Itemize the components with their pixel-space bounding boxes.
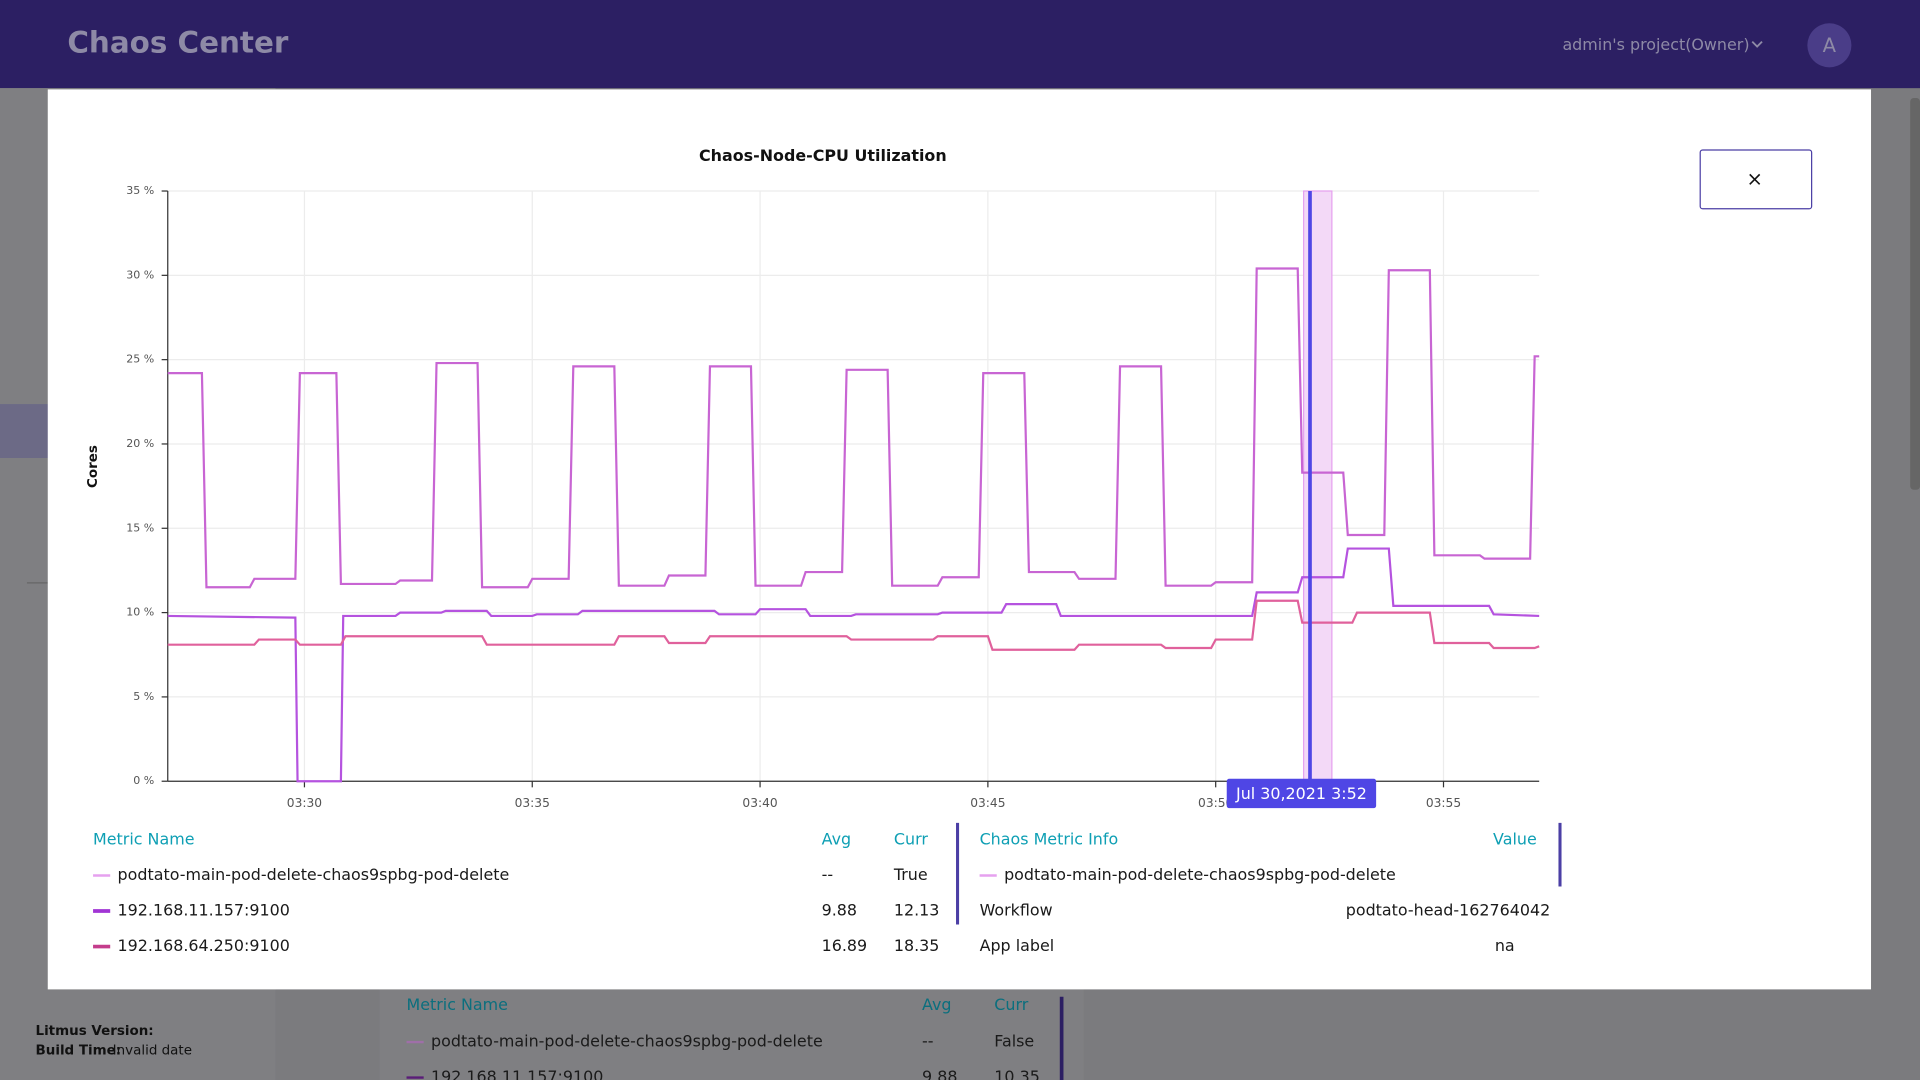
metric-avg: 16.89 — [822, 936, 868, 955]
x-tick-label: 03:50 — [1198, 796, 1233, 810]
metric-name: podtato-main-pod-delete-chaos9spbg-pod-d… — [118, 865, 510, 884]
metric-name: 192.168.64.250:9100 — [118, 936, 290, 955]
table-header: Curr — [894, 830, 928, 849]
bg-table-header: Avg — [922, 995, 951, 1014]
table-header: Chaos Metric Info — [980, 830, 1119, 849]
y-tick-label: 0 % — [133, 774, 154, 787]
build-value: Invalid date — [113, 1044, 192, 1059]
table-header: Avg — [822, 830, 851, 849]
avatar-letter[interactable]: A — [1823, 34, 1837, 57]
series-line — [167, 599, 1540, 651]
app-title: Chaos Center — [67, 26, 289, 60]
x-tick-label: 03:35 — [515, 796, 550, 810]
info-value: na — [1495, 936, 1515, 955]
series-line — [167, 547, 1540, 783]
bg-table-cell: 9.88 — [922, 1067, 957, 1080]
y-tick-label: 10 % — [126, 606, 154, 619]
table-header: Value — [1493, 830, 1537, 849]
series-line — [167, 267, 1540, 589]
close-button[interactable] — [1699, 149, 1813, 210]
y-axis-label: Cores — [86, 445, 101, 488]
tooltip-text: Jul 30,2021 3:52 — [1235, 784, 1367, 803]
metric-avg: -- — [822, 865, 833, 884]
build-label: Build Time: — [36, 1044, 122, 1059]
bg-table-cell: 192.168.11.157:9100 — [431, 1067, 603, 1080]
metric-curr: 18.35 — [894, 936, 940, 955]
chart-title: Chaos-Node-CPU Utilization — [699, 146, 947, 165]
bg-table-cell: False — [994, 1032, 1034, 1051]
metric-curr: True — [893, 865, 928, 884]
y-tick-label: 20 % — [126, 437, 154, 450]
tooltip-box — [1226, 778, 1377, 809]
chaos-band — [1303, 190, 1333, 782]
dropdown-icon[interactable] — [1751, 40, 1763, 48]
x-tick-label: 03:45 — [970, 796, 1005, 810]
project-select[interactable]: admin's project(Owner) — [1562, 35, 1749, 54]
sidebar-active — [0, 404, 49, 458]
metric-curr: 12.13 — [894, 901, 940, 920]
info-key: App label — [980, 936, 1055, 955]
bg-table-header: Metric Name — [407, 995, 508, 1014]
modal — [47, 89, 1872, 990]
bg-table-cell: -- — [922, 1032, 933, 1051]
close-icon[interactable]: × — [1746, 168, 1762, 191]
table-header: Metric Name — [93, 830, 194, 849]
scrollbar — [1910, 97, 1920, 490]
x-tick-label: 03:40 — [742, 796, 777, 810]
y-tick-label: 35 % — [126, 184, 154, 197]
background-card — [379, 979, 1084, 1080]
version-label: Litmus Version: — [36, 1024, 154, 1039]
info-value: podtato-head-162764042 — [1346, 901, 1550, 920]
y-tick-label: 15 % — [126, 521, 154, 534]
y-tick-label: 5 % — [133, 690, 154, 703]
y-tick-label: 30 % — [126, 268, 154, 281]
y-tick-label: 25 % — [126, 353, 154, 366]
header-bar — [0, 0, 1920, 89]
x-tick-label: 03:55 — [1426, 796, 1461, 810]
bg-table-header: Curr — [994, 995, 1028, 1014]
bg-table-cell: 10.35 — [994, 1067, 1040, 1080]
avatar[interactable] — [1807, 23, 1852, 68]
info-key: Workflow — [980, 901, 1053, 920]
x-tick-label: 03:30 — [287, 796, 322, 810]
metric-avg: 9.88 — [822, 901, 857, 920]
metric-name: 192.168.11.157:9100 — [118, 901, 290, 920]
chaos-event: podtato-main-pod-delete-chaos9spbg-pod-d… — [1004, 865, 1396, 884]
bg-table-cell: podtato-main-pod-delete-chaos9spbg-pod-d… — [431, 1032, 823, 1051]
